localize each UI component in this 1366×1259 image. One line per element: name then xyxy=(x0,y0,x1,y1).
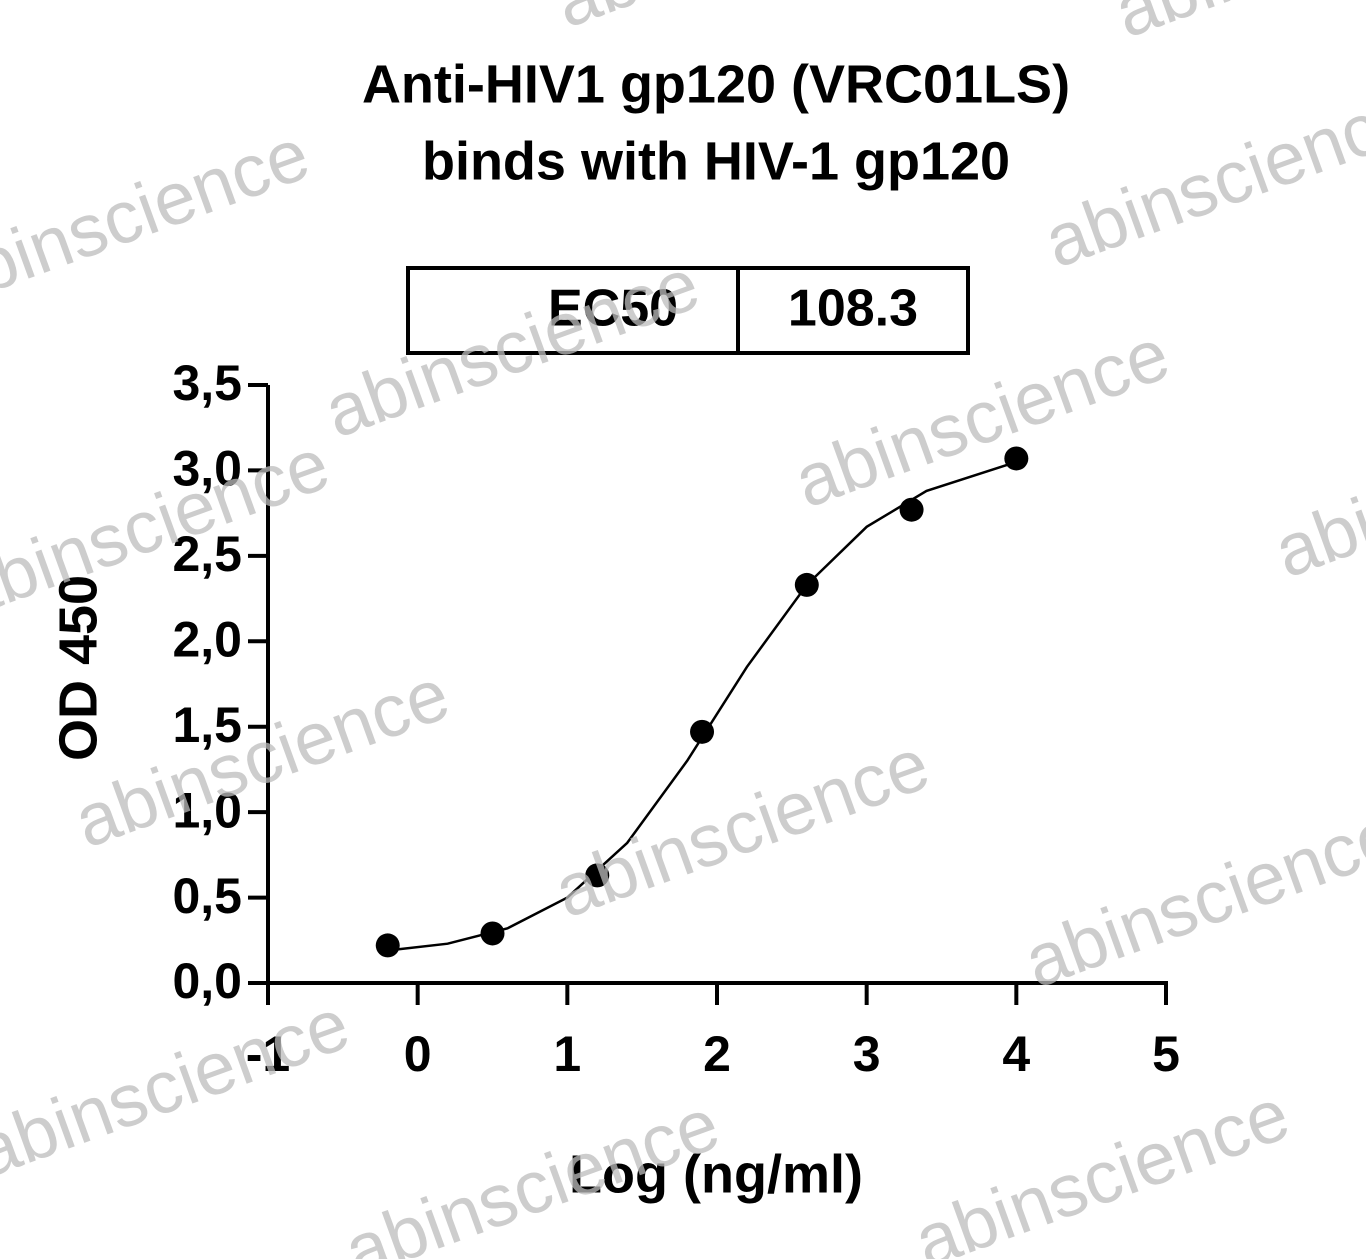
y-tick-label: 0,0 xyxy=(172,953,242,1009)
watermark: abinscience xyxy=(544,722,940,934)
watermark: abinscience xyxy=(1104,0,1366,53)
x-axis-label: Log (ng/ml) xyxy=(569,1144,863,1204)
chart-title: binds with HIV-1 gp120 xyxy=(422,131,1010,191)
data-point xyxy=(585,863,610,888)
watermark: abinscience xyxy=(544,0,940,43)
y-tick-label: 1,0 xyxy=(172,782,242,838)
ec50-label: EC50 xyxy=(548,280,678,338)
data-point xyxy=(899,497,924,522)
y-tick-label: 2,0 xyxy=(172,611,242,667)
watermark: abinscience xyxy=(314,242,710,454)
y-tick-label: 1,5 xyxy=(172,697,242,753)
ec50-box xyxy=(406,266,970,355)
data-point xyxy=(375,933,400,958)
watermark: abinscience xyxy=(0,982,359,1194)
watermark: abinscience xyxy=(334,1082,730,1259)
y-tick-label: 3,5 xyxy=(172,355,242,411)
y-tick-label: 0,5 xyxy=(172,868,242,924)
watermark: abinscience xyxy=(0,112,319,324)
y-tick-label: 3,0 xyxy=(172,441,242,497)
watermark: abinscience xyxy=(904,1072,1300,1259)
plot-area: 0,0 0,5 1,0 1,5 2,0 2,5 3,0 3,5 -1 0 1 2 3 4 5 xyxy=(172,355,1179,1082)
y-tick-label: 2,5 xyxy=(172,526,242,582)
x-tick-label: 3 xyxy=(853,1026,881,1082)
x-tick-label: 4 xyxy=(1002,1026,1030,1082)
x-tick-label: 2 xyxy=(703,1026,731,1082)
watermark: abinscience xyxy=(0,422,339,634)
y-axis-label: OD 450 xyxy=(48,575,108,761)
data-point xyxy=(480,921,505,946)
data-point xyxy=(794,572,819,597)
watermark: abinscience xyxy=(784,312,1180,524)
x-tick-label: 0 xyxy=(404,1026,432,1082)
watermark: abinscience xyxy=(1014,792,1366,1004)
watermark: abinscience xyxy=(1034,72,1366,284)
data-point xyxy=(690,719,715,744)
data-point xyxy=(1004,446,1029,471)
x-tick-label: -1 xyxy=(246,1026,290,1082)
watermark: abinscience xyxy=(1264,382,1366,594)
ec50-value: 108.3 xyxy=(788,280,918,338)
watermark: abinscience xyxy=(64,652,460,864)
x-tick-label: 1 xyxy=(553,1026,581,1082)
x-tick-label: 5 xyxy=(1152,1026,1180,1082)
chart-title: Anti-HIV1 gp120 (VRC01LS) xyxy=(362,54,1070,114)
